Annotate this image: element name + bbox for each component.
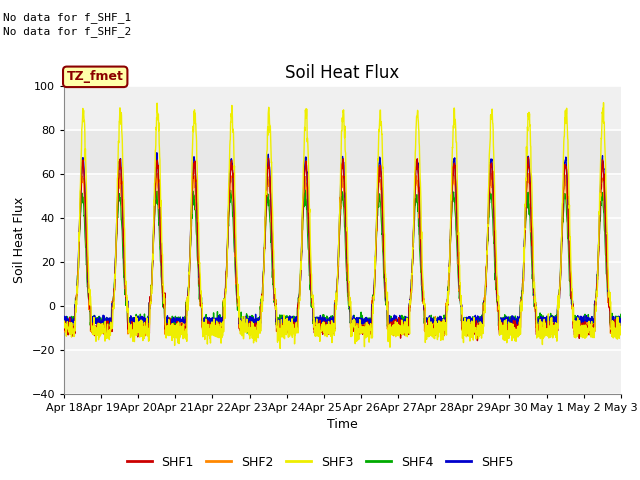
Y-axis label: Soil Heat Flux: Soil Heat Flux — [13, 197, 26, 283]
SHF1 — [60, 326, 68, 332]
X-axis label: Time: Time — [327, 418, 358, 431]
SHF5 — [216, 318, 223, 324]
SHF4 — [505, 323, 513, 329]
SHF3 — [568, 287, 575, 292]
SHF3 — [504, 335, 512, 341]
SHF3 — [600, 100, 607, 106]
SHF5 — [359, 321, 367, 327]
SHF5 — [617, 316, 625, 322]
SHF1 — [358, 323, 366, 329]
SHF1 — [474, 338, 481, 344]
SHF4 — [216, 322, 223, 327]
SHF4 — [301, 187, 308, 192]
SHF5 — [60, 317, 68, 323]
SHF2 — [568, 306, 576, 312]
SHF3 — [216, 324, 223, 329]
SHF3 — [371, 272, 379, 278]
SHF1 — [584, 328, 591, 334]
SHF3 — [276, 346, 284, 351]
SHF1 — [568, 294, 576, 300]
SHF1 — [525, 155, 532, 160]
SHF5 — [584, 318, 591, 324]
Line: SHF3: SHF3 — [64, 103, 621, 348]
SHF2 — [216, 324, 223, 330]
SHF5 — [505, 316, 513, 322]
Line: SHF4: SHF4 — [64, 190, 621, 333]
Title: Soil Heat Flux: Soil Heat Flux — [285, 64, 399, 82]
SHF5 — [568, 297, 576, 302]
SHF4 — [568, 302, 576, 308]
SHF1 — [617, 327, 625, 333]
SHF2 — [617, 318, 625, 324]
SHF5 — [330, 325, 337, 331]
SHF1 — [504, 322, 512, 327]
SHF4 — [60, 323, 68, 328]
SHF5 — [153, 150, 161, 156]
Line: SHF2: SHF2 — [64, 173, 621, 337]
Text: No data for f_SHF_1: No data for f_SHF_1 — [3, 12, 131, 23]
SHF3 — [584, 332, 591, 338]
SHF4 — [371, 265, 379, 271]
Legend: SHF1, SHF2, SHF3, SHF4, SHF5: SHF1, SHF2, SHF3, SHF4, SHF5 — [122, 451, 518, 474]
SHF3 — [359, 330, 367, 336]
Bar — [64, 130, 621, 174]
Text: No data for f_SHF_2: No data for f_SHF_2 — [3, 26, 131, 37]
SHF2 — [505, 330, 513, 336]
SHF4 — [617, 312, 625, 317]
SHF5 — [371, 265, 379, 271]
SHF3 — [60, 321, 68, 326]
SHF4 — [243, 330, 251, 336]
SHF2 — [60, 324, 68, 330]
SHF1 — [371, 284, 378, 290]
SHF2 — [584, 326, 591, 332]
Text: TZ_fmet: TZ_fmet — [67, 71, 124, 84]
SHF4 — [359, 320, 367, 325]
SHF1 — [216, 327, 223, 333]
Line: SHF1: SHF1 — [64, 157, 621, 341]
SHF2 — [371, 278, 378, 284]
SHF2 — [468, 335, 476, 340]
SHF4 — [584, 320, 591, 325]
SHF2 — [487, 170, 495, 176]
Line: SHF5: SHF5 — [64, 153, 621, 328]
SHF3 — [617, 330, 625, 336]
SHF2 — [358, 318, 366, 324]
